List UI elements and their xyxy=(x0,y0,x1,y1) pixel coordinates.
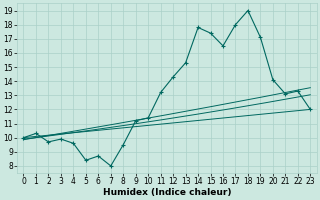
X-axis label: Humidex (Indice chaleur): Humidex (Indice chaleur) xyxy=(103,188,231,197)
